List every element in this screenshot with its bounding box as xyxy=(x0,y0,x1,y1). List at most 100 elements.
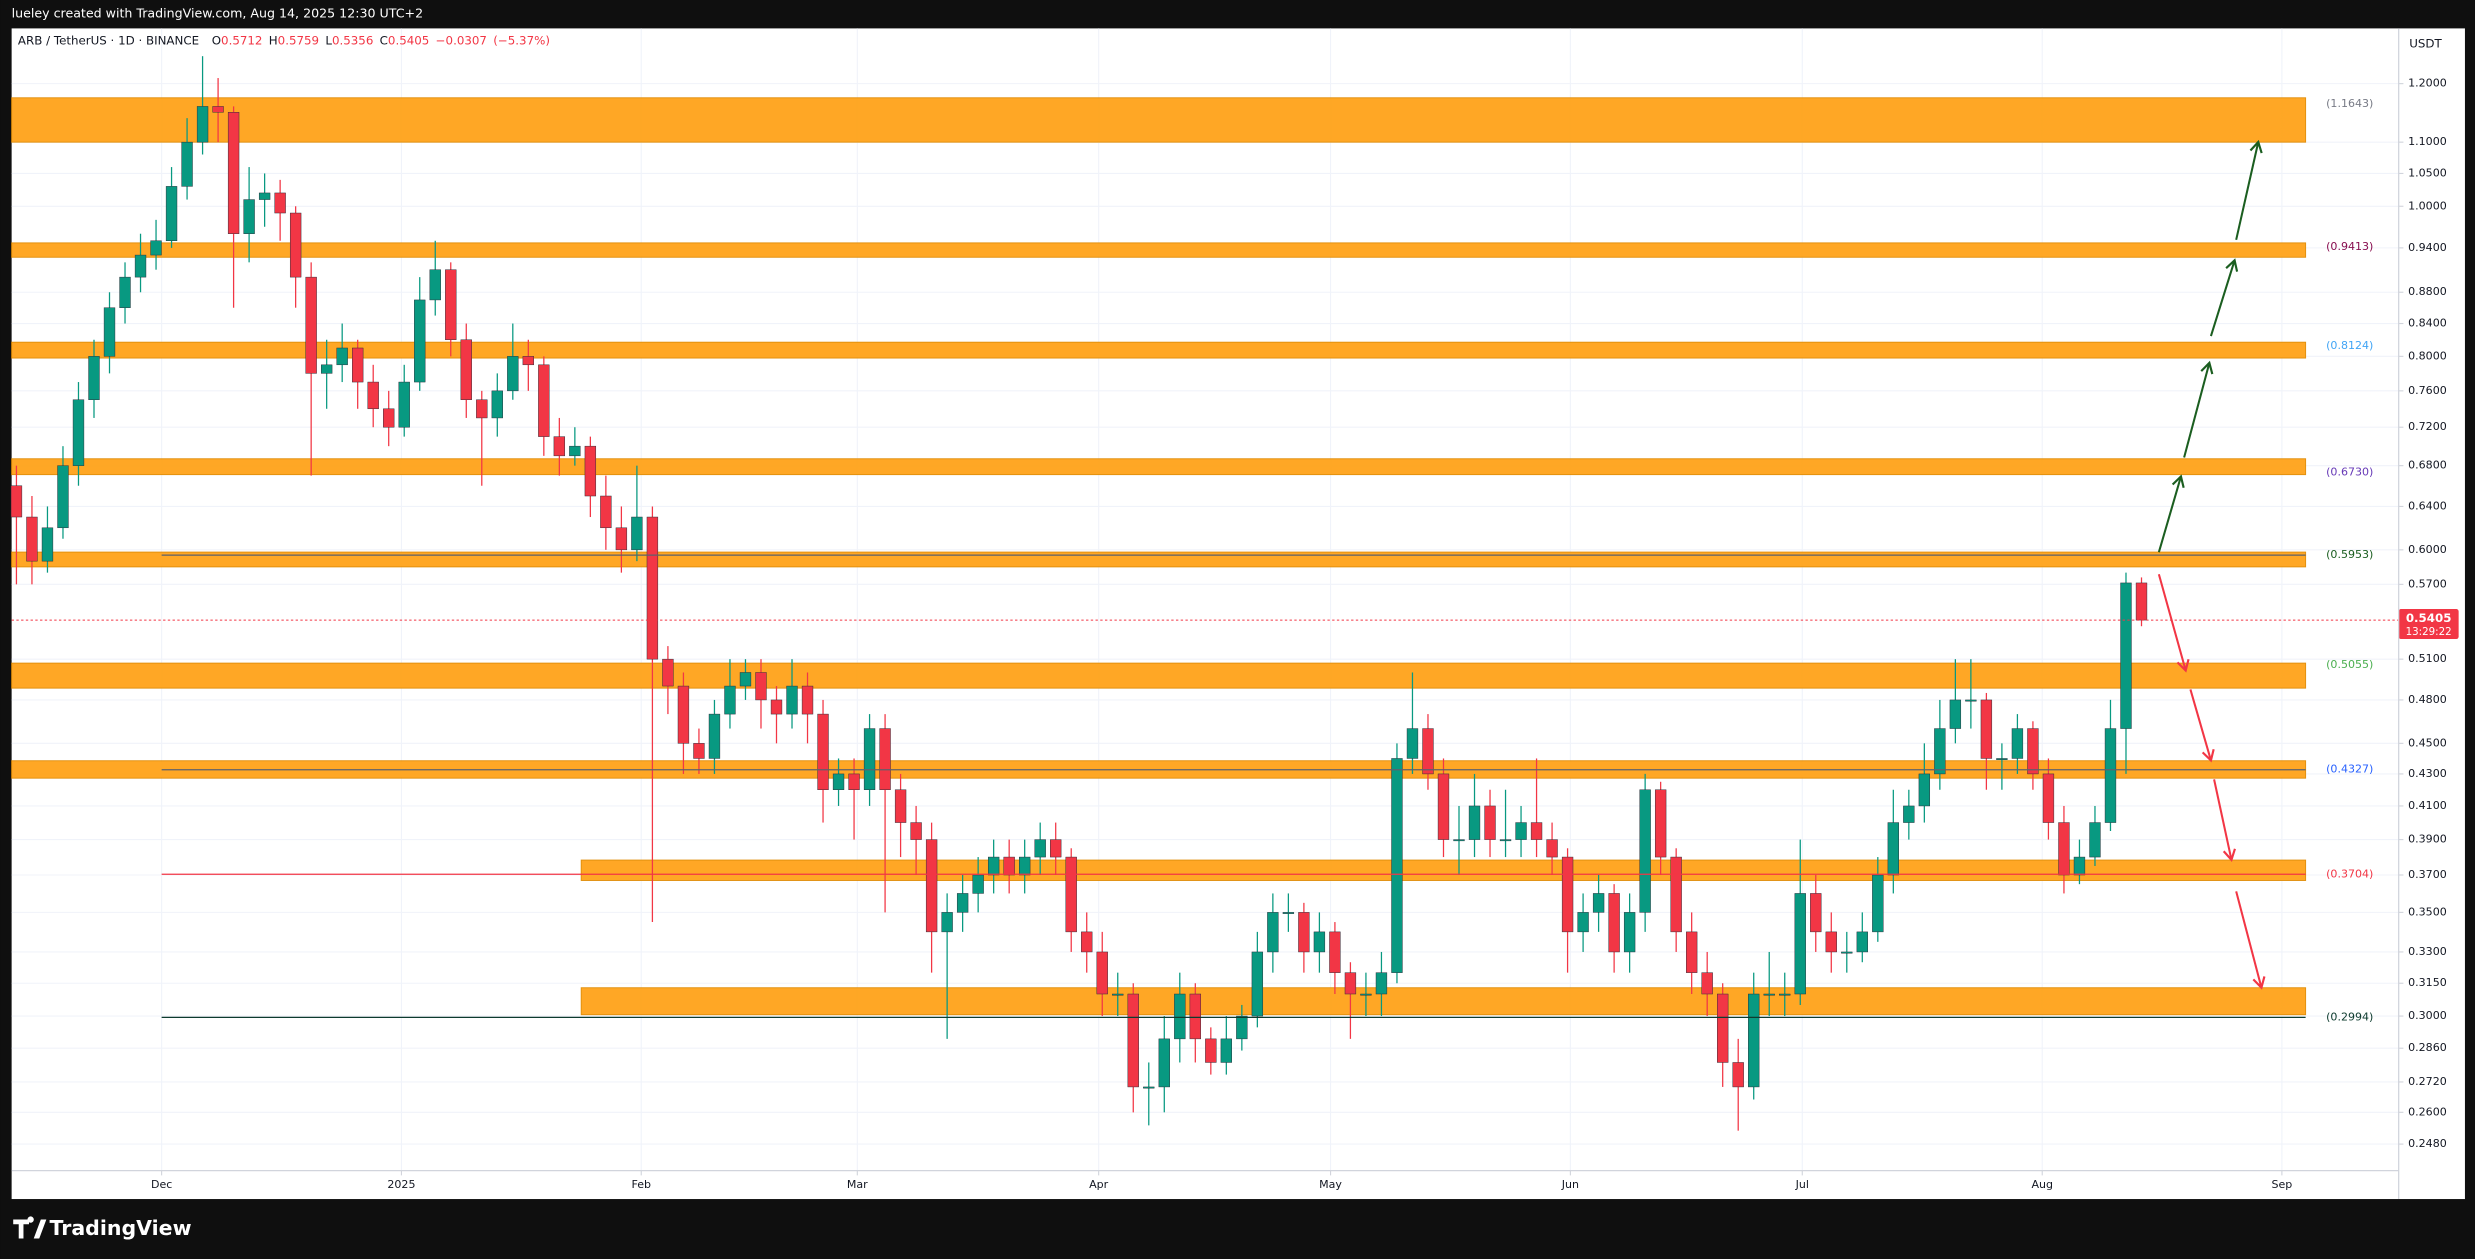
support-resistance-zone xyxy=(580,859,2307,881)
candle-body xyxy=(227,112,240,234)
x-tick-label: Sep xyxy=(2271,1178,2292,1191)
candle-body xyxy=(538,364,550,437)
x-tick-label: Feb xyxy=(631,1178,651,1191)
candle-body xyxy=(739,672,752,687)
arrow-up xyxy=(2183,360,2214,458)
candle-body xyxy=(569,445,581,457)
candle-body xyxy=(1996,758,2008,760)
candle-body xyxy=(1344,972,1357,995)
y-tick-label: 0.3700 xyxy=(2408,868,2447,881)
candle-body xyxy=(2104,728,2117,823)
candle-body xyxy=(398,381,410,428)
candle-body xyxy=(1034,839,1046,858)
candle-body xyxy=(1654,789,1667,858)
candle-body xyxy=(305,276,317,374)
candle-body xyxy=(1174,993,1186,1040)
candle-body xyxy=(26,516,38,562)
candle-body xyxy=(1189,993,1201,1040)
y-tick-label: 0.6000 xyxy=(2408,543,2447,556)
symbol-title: ARB / TetherUS · 1D · BINANCE xyxy=(18,34,199,48)
candle-body xyxy=(1484,805,1496,840)
ohlc-key: O xyxy=(212,34,221,48)
countdown: 13:29:22 xyxy=(2406,626,2452,638)
candle-body xyxy=(2089,822,2101,858)
candle-body xyxy=(243,199,255,234)
ohlc-value: 0.5759 xyxy=(278,34,319,48)
arrow-up xyxy=(2209,258,2239,337)
candle-body xyxy=(212,106,224,113)
annotation-arrows xyxy=(2157,139,2266,990)
x-tick-label: 2025 xyxy=(387,1178,415,1191)
candle-body xyxy=(848,773,860,790)
arrow-down xyxy=(2157,574,2190,673)
level-label: (0.6730) xyxy=(2326,466,2373,479)
candle-body xyxy=(1050,839,1062,858)
y-tick-label: 0.4300 xyxy=(2408,767,2447,780)
support-resistance-zone xyxy=(11,97,2307,143)
candle-body xyxy=(1205,1038,1217,1063)
x-tick-label: Jul xyxy=(1795,1178,1809,1191)
candle-body xyxy=(445,269,457,340)
candle-body xyxy=(1236,1015,1248,1040)
brand-logo xyxy=(13,1216,47,1239)
candle-body xyxy=(41,527,54,562)
candle-body xyxy=(1391,758,1403,973)
x-tick-label: Mar xyxy=(847,1178,868,1191)
arrow-up xyxy=(2235,139,2263,241)
candle-body xyxy=(553,436,566,457)
candle-body xyxy=(2135,582,2148,621)
candle-body xyxy=(1872,874,1884,933)
candle-body xyxy=(1794,893,1806,995)
y-tick-label: 0.5100 xyxy=(2408,652,2447,665)
y-tick-label: 0.3900 xyxy=(2408,833,2447,846)
y-tick-label: 0.3500 xyxy=(2408,905,2447,918)
y-tick-label: 0.8400 xyxy=(2408,317,2447,330)
y-tick-label: 0.7200 xyxy=(2408,420,2447,433)
candle-body xyxy=(879,728,891,790)
candle-body xyxy=(134,254,147,278)
support-resistance-zone xyxy=(11,458,2307,476)
change: −0.0307 xyxy=(436,34,487,48)
candle-body xyxy=(507,356,519,392)
candle-body xyxy=(1313,931,1326,953)
candle-body xyxy=(165,186,178,241)
candle-body xyxy=(600,495,612,529)
last-price-box xyxy=(2398,609,2459,640)
candle-body xyxy=(1422,728,1434,775)
candle-body xyxy=(1623,912,1636,953)
y-tick-label: 1.2000 xyxy=(2408,77,2447,90)
y-tick-label: 0.2720 xyxy=(2408,1075,2447,1088)
candle-body xyxy=(491,390,503,419)
y-tick-label: 0.9400 xyxy=(2408,241,2447,254)
candle-body xyxy=(1841,951,1853,954)
candle-body xyxy=(972,874,984,894)
candle-body xyxy=(1251,951,1264,1017)
x-tick-label: May xyxy=(1319,1178,1342,1191)
x-tick-label: Jun xyxy=(1561,1178,1579,1191)
candle-body xyxy=(925,839,938,933)
ohlc-value: 0.5405 xyxy=(388,34,429,48)
candle-body xyxy=(274,192,286,214)
candle-body xyxy=(770,699,783,715)
level-label: (0.3704) xyxy=(2326,867,2373,880)
candle-body xyxy=(1375,972,1388,995)
candle-body xyxy=(1530,822,1543,840)
candle-body xyxy=(941,912,953,933)
candle-body xyxy=(1081,931,1093,953)
candle-body xyxy=(1577,912,1589,933)
y-tick-label: 1.0000 xyxy=(2408,199,2447,212)
candle-body xyxy=(956,893,969,913)
candle-body xyxy=(1158,1038,1170,1088)
candle-body xyxy=(1437,773,1450,840)
y-tick-label: 0.8800 xyxy=(2408,285,2447,298)
candle-body xyxy=(631,516,643,551)
candle-body xyxy=(1965,699,1977,702)
candle-body xyxy=(801,685,814,715)
level-label: (0.5953) xyxy=(2326,548,2373,561)
candle-body xyxy=(1608,893,1620,953)
candle-body xyxy=(289,212,302,278)
candle-body xyxy=(1453,839,1465,842)
candle-body xyxy=(1515,822,1527,840)
candle-body xyxy=(1949,699,1962,729)
y-tick-label: 0.2600 xyxy=(2408,1105,2447,1118)
